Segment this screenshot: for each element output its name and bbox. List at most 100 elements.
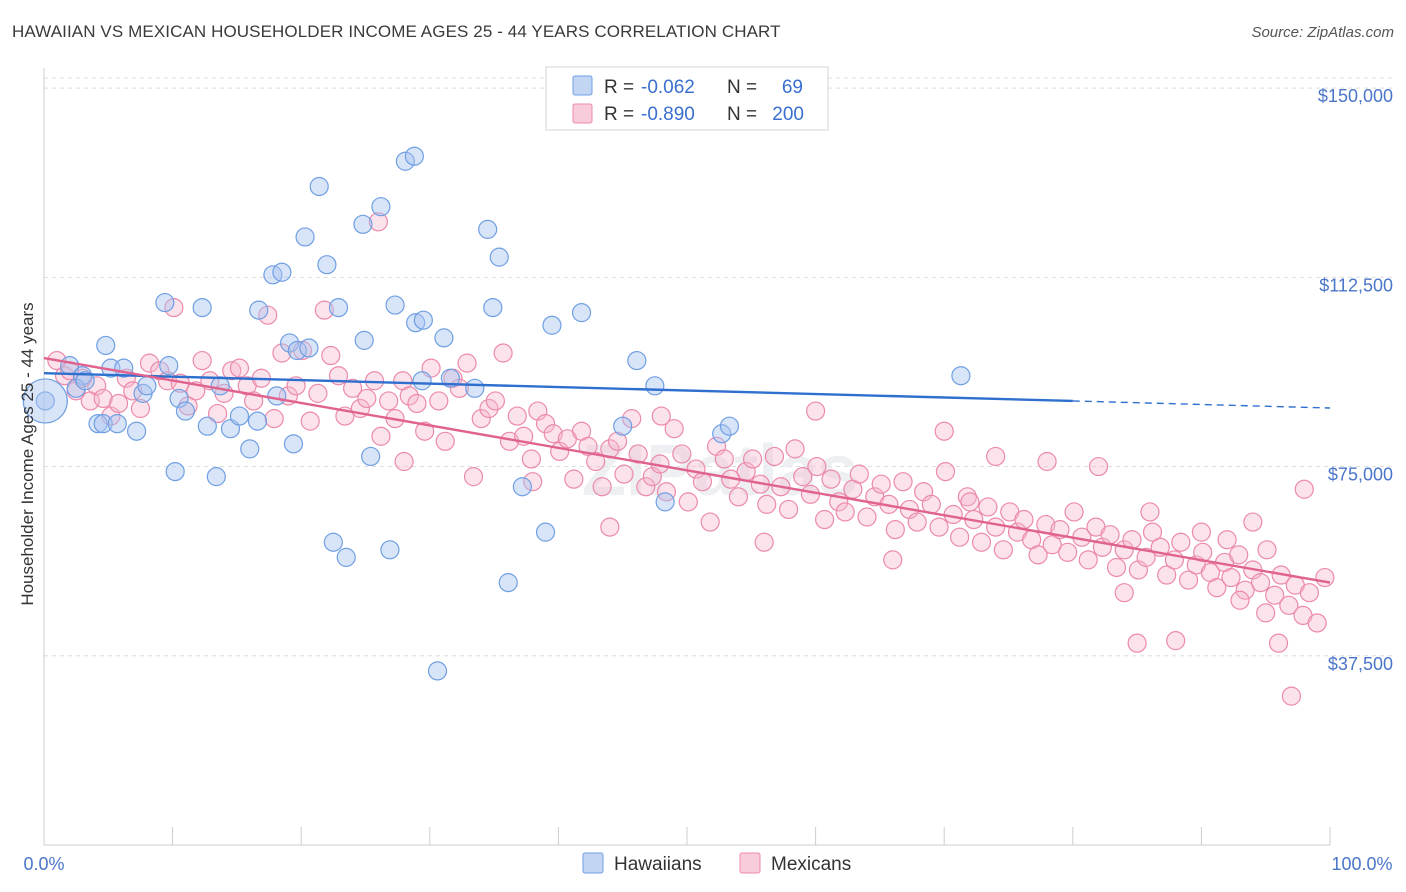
x-tick-label-min: 0.0% xyxy=(23,854,64,874)
mexicans-point-177 xyxy=(1315,567,1335,588)
mexicans-point-123 xyxy=(929,517,949,537)
mexicans-point-126 xyxy=(950,527,970,547)
mexicans-point-192 xyxy=(1140,502,1160,522)
mexicans-point-108 xyxy=(821,469,841,489)
mexicans-point-200 xyxy=(960,492,980,512)
hawaiians-point-48 xyxy=(404,146,424,166)
mexicans-point-30 xyxy=(264,409,284,429)
hawaiians-point-35 xyxy=(299,338,319,358)
mexicans-point-41 xyxy=(343,378,363,398)
hawaiians-point-40 xyxy=(336,547,356,567)
mexicans-point-132 xyxy=(993,540,1013,560)
mexicans-point-188 xyxy=(934,421,954,441)
mexicans-point-181 xyxy=(1230,590,1250,610)
hawaiians-point-18 xyxy=(175,401,196,421)
mexicans-point-199 xyxy=(883,550,903,570)
mexicans-point-72 xyxy=(564,469,584,489)
y-tick-labels: $37,500 $75,000 $112,500 $150,000 xyxy=(1318,86,1393,674)
mexicans-point-137 xyxy=(1028,545,1048,565)
legend-n-value-hawaiians: 69 xyxy=(782,77,803,98)
hawaiians-point-4 xyxy=(75,371,95,391)
mexicans-point-141 xyxy=(1058,542,1078,562)
series-legend-swatch-hawaiians xyxy=(582,852,604,874)
mexicans-point-196 xyxy=(394,451,414,472)
trend-lines xyxy=(43,356,1331,584)
mexicans-point-88 xyxy=(678,492,698,512)
hawaiians-point-57 xyxy=(483,297,503,318)
mexicans-point-158 xyxy=(1178,570,1199,590)
mexicans-point-54 xyxy=(435,431,455,451)
mexicans-point-155 xyxy=(1157,565,1177,585)
mexicans-point-16 xyxy=(164,297,184,318)
hawaiians-point-14 xyxy=(159,356,179,376)
hawaiians-point-13 xyxy=(137,376,157,396)
mexicans-point-165 xyxy=(1229,545,1249,565)
hawaiians-point-27 xyxy=(249,300,269,320)
hawaiians-point-53 xyxy=(434,328,454,348)
hawaiians-point-50 xyxy=(412,371,432,391)
y-tick-label-3: $150,000 xyxy=(1318,86,1393,106)
hawaiians-point-22 xyxy=(210,376,230,396)
mexicans-point-190 xyxy=(1037,451,1057,472)
hawaiians-point-41 xyxy=(353,214,373,234)
hawaiians-point-36 xyxy=(309,176,329,197)
mexicans-trend-line xyxy=(43,356,1331,584)
hawaiians-point-24 xyxy=(229,406,250,426)
mexicans-point-131 xyxy=(986,517,1006,537)
hawaiians-point-15 xyxy=(155,292,175,313)
legend-n-value-mexicans: 200 xyxy=(772,104,804,125)
legend-swatch-mexicans xyxy=(572,103,593,124)
source-label: Source: ZipAtlas.com xyxy=(1251,24,1394,41)
mexicans-point-20 xyxy=(192,350,212,371)
mexicans-point-29 xyxy=(258,305,278,325)
mexicans-point-198 xyxy=(754,532,774,552)
hawaiians-point-17 xyxy=(169,388,189,409)
mexicans-point-176 xyxy=(1307,613,1327,633)
hawaiians-point-43 xyxy=(361,446,381,467)
mexicans-point-130 xyxy=(978,497,998,517)
legend-swatch-hawaiians xyxy=(572,75,593,96)
mexicans-point-186 xyxy=(368,212,388,232)
mexicans-point-125 xyxy=(943,504,963,525)
hawaiians-point-44 xyxy=(371,197,391,217)
hawaiians-point-63 xyxy=(571,303,592,323)
hawaiians-point-58 xyxy=(489,247,509,267)
mexicans-point-117 xyxy=(885,520,905,540)
mexicans-point-139 xyxy=(1042,535,1062,555)
mexicans-point-169 xyxy=(1257,540,1277,560)
mexicans-point-13 xyxy=(139,353,160,373)
mexicans-point-164 xyxy=(1221,567,1241,588)
mexicans-point-68 xyxy=(535,414,556,434)
mexicans-point-120 xyxy=(907,512,927,532)
mexicans-point-36 xyxy=(308,383,328,403)
legend-box xyxy=(545,66,829,131)
mexicans-point-46 xyxy=(379,391,399,411)
hawaiians-point-65 xyxy=(627,350,647,371)
mexicans-point-57 xyxy=(457,353,477,373)
mexicans-point-99 xyxy=(757,494,777,514)
mexicans-point-9 xyxy=(108,393,129,414)
mexicans-point-175 xyxy=(1299,583,1320,603)
mexicans-point-58 xyxy=(463,467,484,487)
hawaiians-point-55 xyxy=(465,378,485,398)
axes xyxy=(43,68,1331,846)
mexicans-point-104 xyxy=(793,467,813,487)
y-axis-title: Householder Income Ages 25 - 44 years xyxy=(18,302,37,605)
mexicans-point-74 xyxy=(578,436,598,456)
mexicans-point-124 xyxy=(935,461,956,482)
mexicans-point-90 xyxy=(692,472,713,492)
hawaiians-trend-line xyxy=(43,371,1073,403)
mexicans-point-142 xyxy=(1064,502,1084,522)
mexicans-point-194 xyxy=(1217,530,1237,550)
mexicans-point-97 xyxy=(742,449,763,469)
mexicans-point-93 xyxy=(714,449,734,469)
mexicans-point-144 xyxy=(1078,550,1098,570)
mexicans-point-170 xyxy=(1265,585,1285,605)
mexicans-point-7 xyxy=(93,388,113,409)
hawaiians-point-11 xyxy=(126,421,147,441)
hawaiians-point-33 xyxy=(287,340,307,361)
hawaiians-point-29 xyxy=(267,386,287,406)
mexicans-point-187 xyxy=(805,401,826,421)
mexicans-point-69 xyxy=(543,424,563,444)
